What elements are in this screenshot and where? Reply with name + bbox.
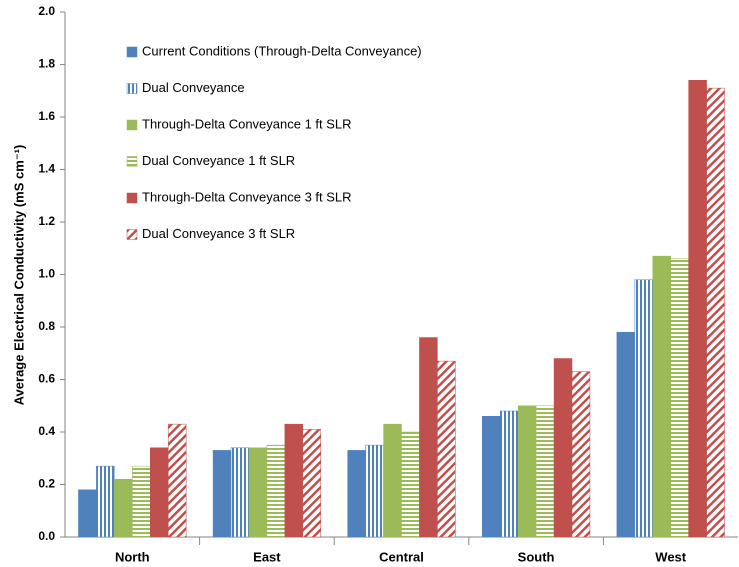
- legend-swatch: [126, 156, 138, 167]
- y-tick-label: 2.0: [38, 4, 55, 18]
- y-tick-label: 1.6: [38, 109, 55, 123]
- x-tick-label: Central: [379, 549, 424, 564]
- bar: [78, 489, 97, 538]
- bar: [167, 423, 187, 538]
- legend-label: Dual Conveyance: [142, 80, 245, 95]
- x-tick-label: East: [253, 549, 281, 564]
- legend-label: Dual Conveyance 1 ft SLR: [142, 153, 295, 168]
- bar: [634, 279, 654, 538]
- x-tick-label: West: [655, 549, 686, 564]
- bar: [230, 447, 250, 538]
- bar: [401, 431, 420, 538]
- x-tick-label: North: [115, 549, 150, 564]
- bar: [114, 479, 133, 538]
- bar: [670, 258, 689, 538]
- bar: [284, 423, 304, 538]
- bar: [383, 423, 402, 538]
- y-tick-label: 0.4: [38, 424, 55, 438]
- bar: [302, 429, 321, 538]
- bar: [571, 371, 591, 538]
- legend-label: Through-Delta Conveyance 3 ft SLR: [142, 189, 352, 204]
- bar: [419, 337, 438, 538]
- legend-swatch: [126, 229, 138, 240]
- bar: [535, 405, 555, 538]
- bar: [553, 358, 573, 538]
- bar: [482, 416, 501, 538]
- legend-swatch: [126, 46, 138, 58]
- bar: [248, 447, 268, 538]
- x-tick-label: South: [518, 549, 555, 564]
- bar: [212, 450, 232, 538]
- bar: [517, 405, 537, 538]
- legend-swatch: [126, 83, 138, 94]
- bar: [266, 444, 286, 538]
- bar: [616, 332, 636, 538]
- y-tick-label: 1.8: [38, 57, 55, 71]
- legend-label: Dual Conveyance 3 ft SLR: [142, 226, 295, 241]
- bar: [437, 360, 456, 538]
- legend-label: Through-Delta Conveyance 1 ft SLR: [142, 116, 352, 131]
- legend-swatch: [126, 192, 138, 204]
- bar: [149, 447, 169, 538]
- y-tick-label: 1.2: [38, 214, 55, 228]
- bar: [96, 465, 115, 538]
- bar: [706, 87, 725, 538]
- bar: [499, 410, 519, 538]
- bar: [652, 255, 671, 538]
- y-tick-label: 1.0: [38, 267, 55, 281]
- bar: [347, 450, 366, 538]
- bar: [688, 80, 707, 538]
- bar: [132, 465, 151, 538]
- y-tick-label: 1.4: [38, 162, 55, 176]
- y-tick-label: 0.0: [38, 529, 55, 543]
- y-tick-label: 0.6: [38, 372, 55, 386]
- y-axis-label: Average Electrical Conductivity (mS cm⁻¹…: [11, 145, 26, 406]
- y-tick-label: 0.8: [38, 319, 55, 333]
- legend-swatch: [126, 119, 138, 131]
- y-tick-label: 0.2: [38, 477, 55, 491]
- legend-label: Current Conditions (Through-Delta Convey…: [142, 43, 422, 58]
- bar: [365, 444, 384, 538]
